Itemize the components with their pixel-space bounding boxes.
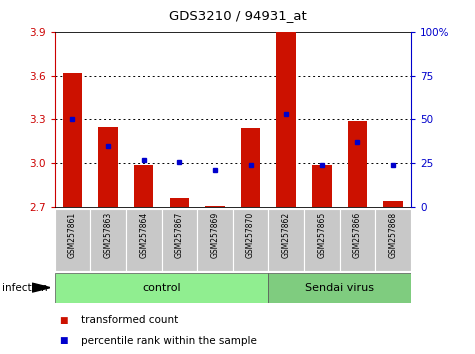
Text: GSM257870: GSM257870 [246,212,255,258]
Text: GSM257867: GSM257867 [175,212,184,258]
Text: GSM257868: GSM257868 [389,212,398,258]
Bar [55,273,268,303]
Bar [63,73,82,207]
Bar [55,209,90,271]
Bar [90,209,126,271]
Bar [375,209,411,271]
Text: GSM257869: GSM257869 [210,212,219,258]
Bar [170,198,189,207]
Bar [134,165,153,207]
Text: GSM257866: GSM257866 [353,212,362,258]
Text: control: control [142,282,181,293]
Text: GSM257865: GSM257865 [317,212,326,258]
Text: infection: infection [2,282,48,293]
Bar [276,32,296,207]
Text: GSM257862: GSM257862 [282,212,291,258]
Bar [241,128,260,207]
Text: GSM257864: GSM257864 [139,212,148,258]
Bar [304,209,340,271]
Bar [268,209,304,271]
Bar [383,201,403,207]
Text: GSM257863: GSM257863 [104,212,113,258]
Text: percentile rank within the sample: percentile rank within the sample [81,336,256,346]
Text: Sendai virus: Sendai virus [305,282,374,293]
Bar [126,209,162,271]
Text: ■: ■ [59,316,68,325]
Bar [312,165,332,207]
Bar [348,121,367,207]
Bar [197,209,233,271]
Bar [340,209,375,271]
Bar [162,209,197,271]
Polygon shape [32,283,50,292]
Text: transformed count: transformed count [81,315,178,325]
Text: GSM257861: GSM257861 [68,212,77,258]
Bar [233,209,268,271]
Text: GDS3210 / 94931_at: GDS3210 / 94931_at [169,9,306,22]
Bar [98,127,118,207]
Bar [268,273,411,303]
Text: ■: ■ [59,336,68,346]
Bar [205,206,225,207]
